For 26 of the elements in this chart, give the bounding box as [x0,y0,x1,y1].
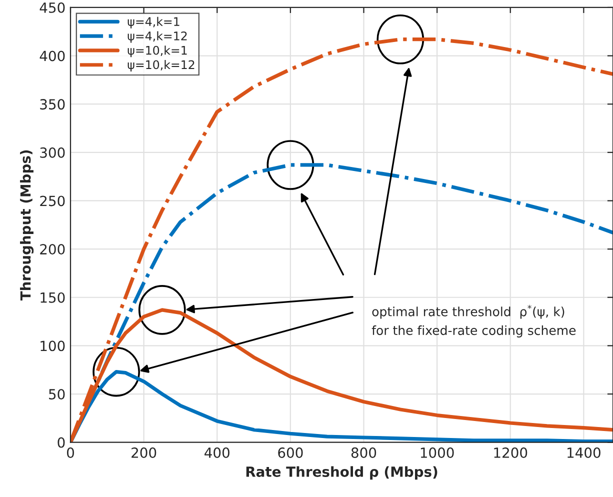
x-tick-label: 1200 [494,447,528,458]
y-tick-label: 100 [40,340,65,352]
x-tick-label: 0 [66,447,74,458]
y-tick-label: 450 [40,2,65,13]
x-tick-label: 200 [132,447,156,458]
y-axis-title: Throughput (Mbps) [20,150,34,301]
annotation: for the fixed-rate coding scheme [372,325,576,338]
y-tick-label: 300 [40,147,65,158]
legend-label: ψ=4,k=12 [128,31,187,43]
x-axis-title: Rate Threshold ρ (Mbps) [246,466,438,480]
y-tick-label: 400 [40,50,65,62]
x-tick-label: 400 [204,447,230,458]
x-tick-label: 1000 [420,447,454,458]
y-tick-label: 0 [58,437,65,448]
x-tick-label: 800 [351,447,376,458]
legend-label: ψ=10,k=12 [128,60,194,72]
annotation: optimal rate threshold ρ$^{*}$(ψ, k) [372,304,564,319]
x-tick-label: 1400 [568,447,600,458]
y-tick-label: 150 [40,292,65,303]
y-tick-label: 250 [40,196,65,206]
y-tick-label: 50 [49,388,65,400]
legend-label: ψ=10,k=1 [128,46,187,58]
y-tick-label: 200 [40,244,65,255]
x-tick-label: 600 [278,447,303,458]
y-tick-label: 350 [40,99,65,110]
legend-label: ψ=4,k=1 [128,16,180,28]
